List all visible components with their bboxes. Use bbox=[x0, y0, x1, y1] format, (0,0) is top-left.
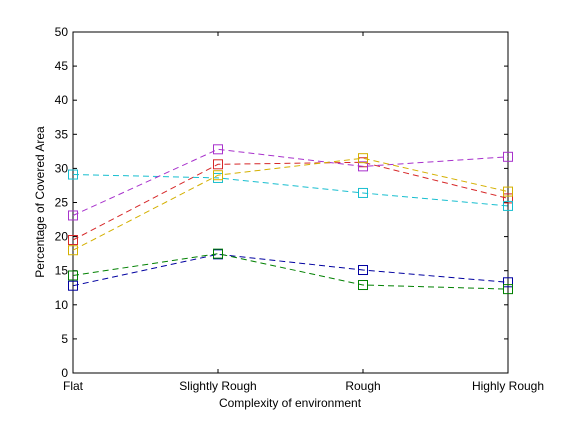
series-5 bbox=[68, 144, 513, 221]
data-point-marker bbox=[68, 235, 78, 246]
data-point-marker bbox=[358, 265, 368, 276]
y-tick-label: 0 bbox=[61, 366, 68, 380]
plot-area bbox=[72, 31, 509, 374]
series-line bbox=[72, 157, 509, 251]
data-point-marker bbox=[503, 151, 513, 162]
y-tick-label: 20 bbox=[55, 230, 69, 244]
series-layer bbox=[68, 144, 513, 295]
series-line bbox=[72, 161, 509, 241]
data-point-marker bbox=[503, 284, 513, 295]
data-point-marker bbox=[213, 170, 223, 181]
y-tick-label: 15 bbox=[55, 264, 69, 278]
data-point-marker bbox=[68, 270, 78, 281]
x-axis-ticks: Flat Slightly Rough Rough Highly Rough bbox=[63, 32, 544, 393]
data-point-marker bbox=[503, 277, 513, 288]
data-point-marker bbox=[68, 280, 78, 291]
data-point-marker bbox=[358, 280, 368, 291]
data-point-marker bbox=[503, 193, 513, 204]
y-tick-label: 25 bbox=[55, 196, 69, 210]
series-4 bbox=[68, 169, 513, 211]
series-line bbox=[72, 174, 509, 207]
data-point-marker bbox=[68, 245, 78, 256]
y-axis-label: Percentage of Covered Area bbox=[33, 126, 47, 278]
x-tick-label: Highly Rough bbox=[472, 379, 544, 393]
data-point-marker bbox=[358, 153, 368, 164]
data-point-marker bbox=[503, 200, 513, 211]
data-point-marker bbox=[358, 161, 368, 172]
x-tick-label: Slightly Rough bbox=[179, 379, 256, 393]
y-tick-label: 45 bbox=[55, 59, 69, 73]
y-tick-label: 10 bbox=[55, 298, 69, 312]
data-point-marker bbox=[213, 248, 223, 259]
series-line bbox=[72, 148, 509, 216]
data-point-marker bbox=[358, 187, 368, 198]
series-6 bbox=[68, 153, 513, 256]
y-tick-label: 40 bbox=[55, 93, 69, 107]
series-2 bbox=[68, 248, 513, 295]
data-point-marker bbox=[68, 169, 78, 180]
x-tick-label: Flat bbox=[63, 379, 84, 393]
y-tick-label: 30 bbox=[55, 161, 69, 175]
data-point-marker bbox=[213, 144, 223, 155]
x-axis-label: Complexity of environment bbox=[219, 396, 362, 410]
series-line bbox=[72, 253, 509, 290]
data-point-marker bbox=[68, 210, 78, 221]
y-tick-label: 35 bbox=[55, 127, 69, 141]
y-axis-ticks: 0 5 10 15 20 25 30 35 40 45 50 bbox=[55, 25, 508, 380]
data-point-marker bbox=[503, 186, 513, 197]
series-line bbox=[72, 253, 509, 287]
y-tick-label: 50 bbox=[55, 25, 69, 39]
y-tick-label: 5 bbox=[61, 332, 68, 346]
data-point-marker bbox=[213, 159, 223, 170]
x-tick-label: Rough bbox=[345, 379, 380, 393]
